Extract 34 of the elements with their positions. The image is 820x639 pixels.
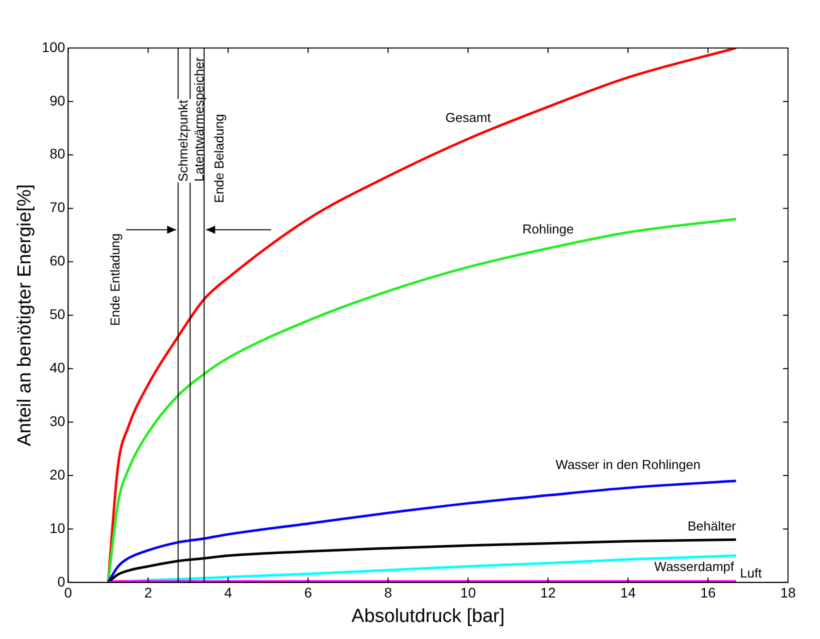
x-tick-label: 2 (144, 584, 152, 601)
y-tick-label: 90 (50, 92, 66, 108)
line-series (106, 480, 738, 582)
y-tick-label: 100 (42, 38, 66, 55)
x-tick-label: 12 (540, 584, 556, 601)
x-tick-label: 10 (460, 584, 476, 601)
line-series (106, 48, 738, 582)
series-label: Wasser in den Rohlingen (556, 456, 700, 472)
x-axis-title: Absolutdruck [bar] (352, 606, 505, 627)
y-tick-label: 70 (50, 199, 66, 216)
y-tick-label: 50 (50, 306, 66, 322)
x-tick-label: 14 (620, 584, 636, 601)
x-tick-label: 4 (224, 584, 232, 601)
ref-line-label: Ende Beladung (212, 114, 227, 203)
series-label: Behälter (688, 518, 737, 534)
x-tick-label: 6 (304, 584, 312, 601)
y-tick-label: 20 (50, 466, 66, 482)
series-label: Gesamt (445, 110, 492, 125)
y-tick-label: 60 (50, 252, 66, 269)
y-tick-label: 40 (50, 360, 66, 376)
line-series (106, 218, 738, 582)
y-tick-label: 30 (50, 412, 66, 429)
x-tick-label: 18 (780, 584, 796, 601)
ref-line-label: Ende Entladung (108, 233, 123, 326)
y-tick-label: 0 (57, 573, 66, 590)
series-label: Luft (740, 565, 762, 580)
y-tick-label: 10 (50, 520, 66, 536)
series-label: Rohlinge (522, 221, 574, 236)
x-tick-label: 16 (700, 584, 716, 601)
x-tick-label: 8 (384, 584, 392, 601)
y-tick-label: 80 (50, 146, 66, 162)
y-axis-title: Anteil an benötigter Energie[%] (14, 184, 36, 446)
series-label: Wasserdampf (654, 558, 734, 574)
ref-line-label: Schmelzpunkt Latentwärmespeicher (176, 56, 207, 182)
